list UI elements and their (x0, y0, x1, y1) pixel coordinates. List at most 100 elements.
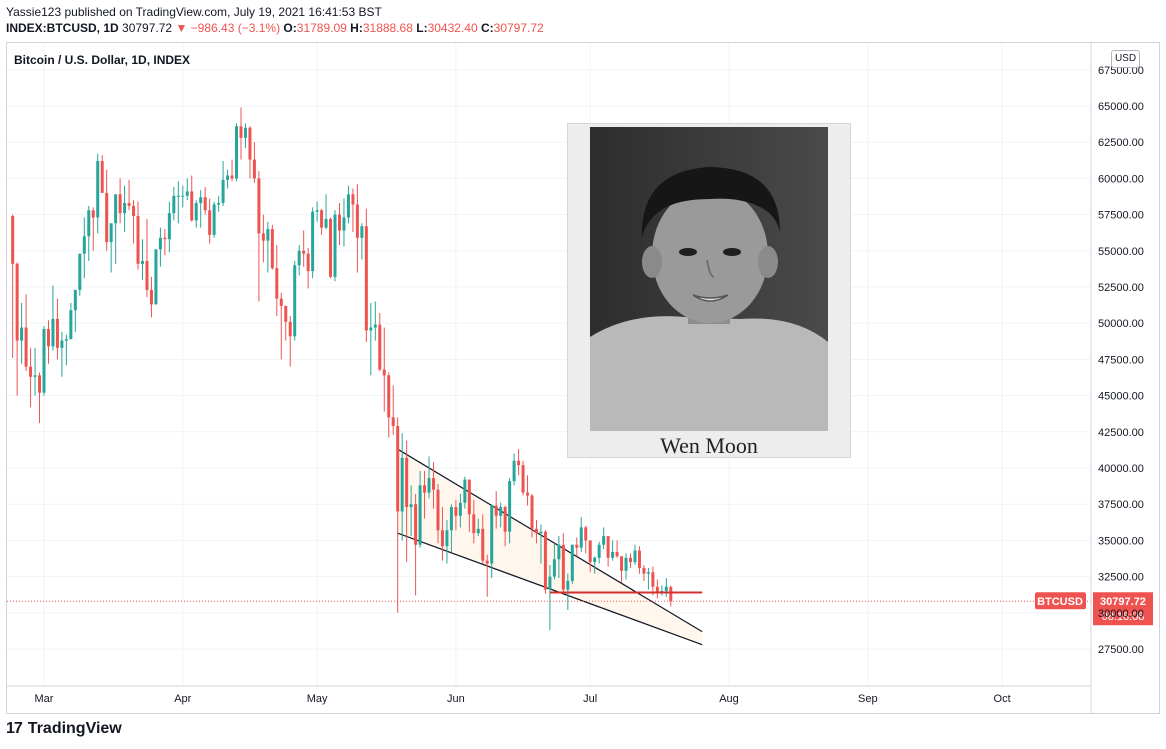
candle (172, 187, 176, 221)
candle-body (467, 479, 471, 515)
y-tick-label: 35000.00 (1098, 535, 1144, 547)
candle-body (288, 321, 292, 337)
candle-body (261, 233, 265, 241)
candle (427, 456, 431, 499)
candle-body (127, 203, 131, 206)
candle (548, 565, 552, 631)
candle (642, 565, 646, 581)
candle (463, 476, 467, 509)
candle (606, 536, 610, 567)
candle (467, 479, 471, 532)
candle-body (87, 210, 91, 237)
candle (575, 537, 579, 557)
candle-body (132, 205, 136, 217)
candle-body (606, 536, 610, 558)
candle (64, 334, 68, 366)
tradingview-logo-icon: 17 (6, 720, 23, 737)
candle-body (669, 586, 673, 602)
candle-body (60, 340, 64, 348)
candle-body (369, 327, 373, 331)
candle (275, 245, 279, 316)
candle (355, 184, 359, 273)
price-tag-value: 30797.72 (1100, 596, 1146, 608)
y-tick-label: 60000.00 (1098, 173, 1144, 185)
candle (73, 289, 77, 332)
candle (38, 372, 42, 424)
candle-body (100, 161, 104, 193)
candle (373, 301, 377, 341)
candle (248, 126, 252, 179)
candle (449, 504, 453, 552)
close-label: C: (480, 21, 494, 35)
ohlc-line: INDEX:BTCUSD, 1D 30797.72 ▼ −986.43 (−3.… (6, 20, 544, 36)
candle-body (364, 226, 368, 331)
candle-body (436, 489, 440, 531)
candle (145, 218, 149, 298)
btcusd-tag: BTCUSD (1035, 592, 1086, 610)
candle-body (391, 417, 395, 427)
candle (387, 372, 391, 438)
candle-body (570, 544, 574, 581)
candle-body (346, 194, 350, 218)
candle-body (181, 195, 185, 197)
candle (163, 229, 167, 256)
candle (526, 475, 530, 506)
candle (414, 494, 418, 596)
y-tick-label: 55000.00 (1098, 246, 1144, 258)
y-tick-label: 30000.00 (1098, 608, 1144, 620)
chart-title: Bitcoin / U.S. Dollar, 1D, INDEX (14, 53, 191, 67)
candle-body (123, 203, 127, 214)
candle-body (136, 216, 140, 264)
candle (423, 470, 427, 519)
candle (252, 142, 256, 183)
candle (445, 520, 449, 564)
candle-body (208, 210, 212, 235)
candle-body (172, 195, 176, 214)
candle (655, 579, 659, 599)
candle-body (432, 478, 436, 490)
channel-upper-line (397, 448, 703, 633)
candle (620, 556, 624, 583)
published-line: Yassie123 published on TradingView.com, … (6, 5, 382, 19)
candle (288, 315, 292, 367)
candle-body (508, 481, 512, 532)
candle-body (548, 576, 552, 590)
candle-body (91, 210, 95, 218)
candle-body (552, 559, 556, 577)
y-tick-label: 57500.00 (1098, 210, 1144, 222)
y-tick-label: 37500.00 (1098, 499, 1144, 511)
low-label: L: (416, 21, 428, 35)
candle-body (64, 339, 68, 341)
candle-body (499, 507, 503, 516)
candle (369, 302, 373, 376)
candle (302, 230, 306, 267)
candle-body (217, 203, 221, 205)
candle-body (615, 551, 619, 557)
candle (15, 262, 19, 396)
candle (391, 385, 395, 435)
candle-body (203, 197, 207, 211)
candle-body (414, 504, 418, 545)
candle-body (199, 197, 203, 204)
price-tag: 30797.72 08:18:08 (1093, 592, 1153, 626)
price-axis: 27500.00 30000.00 32500.00 35000.00 37500.00… (1090, 43, 1144, 713)
candle-body (306, 253, 310, 272)
candle-body (530, 495, 534, 529)
currency-button[interactable]: USD (1111, 50, 1140, 68)
candle (46, 320, 50, 364)
price-tag-countdown: 08:18:08 (1102, 611, 1145, 623)
candle (418, 470, 422, 548)
candle (472, 499, 476, 544)
x-tick-label: Apr (174, 693, 191, 705)
candle (512, 453, 516, 486)
candle-body (194, 203, 198, 221)
candle (11, 214, 15, 358)
candle (342, 198, 346, 247)
candle-body (212, 204, 216, 235)
candle (382, 327, 386, 412)
candle (315, 201, 319, 222)
candle (226, 169, 230, 189)
candle (199, 189, 203, 228)
candle (158, 227, 162, 267)
